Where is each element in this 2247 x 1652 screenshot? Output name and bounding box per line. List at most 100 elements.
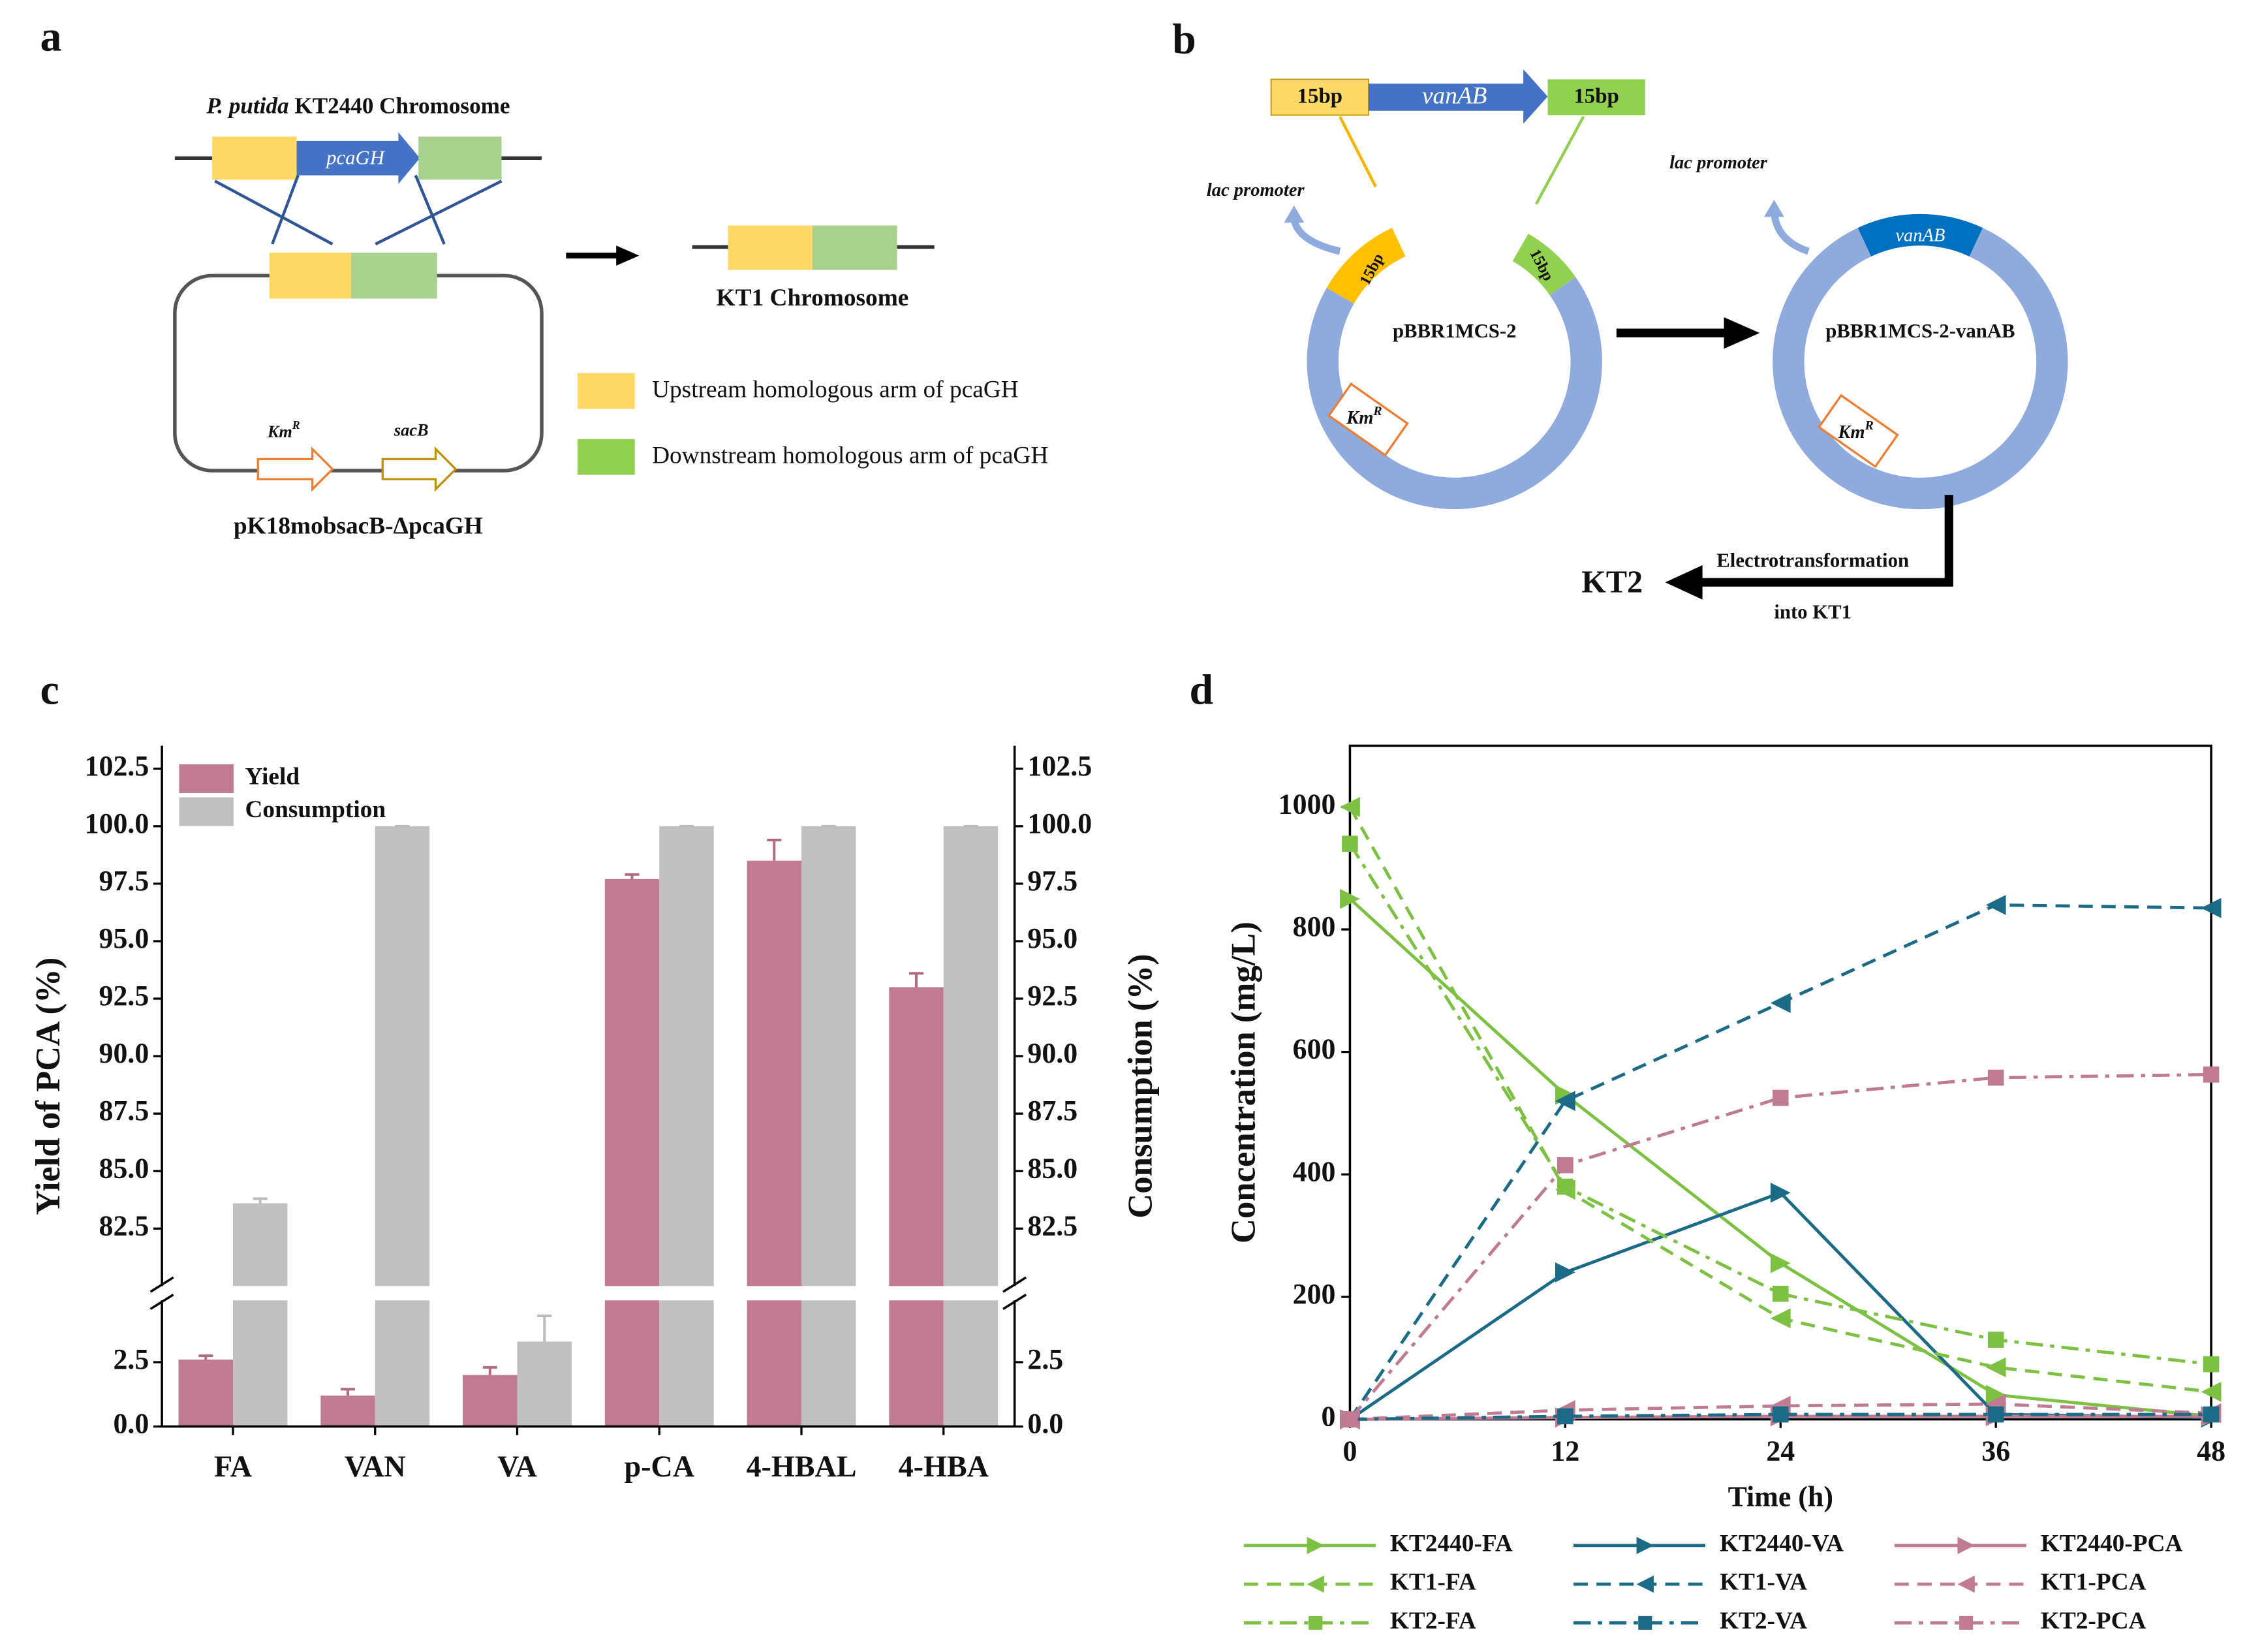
arm-left-ring [1326,228,1406,304]
legend-label: KT2-PCA [2041,1608,2146,1634]
panel-label: b [1172,16,1196,63]
data-point [1342,1411,1358,1427]
break-mark [149,1294,174,1310]
bar [604,879,660,1427]
legend-marker [1638,1615,1652,1630]
legend-marker [1636,1536,1654,1554]
legend-label: KT2440-VA [1720,1530,1844,1557]
x-tick-label: VA [497,1450,537,1483]
legend-label: Downstream homologous arm of pcaGH [652,443,1048,469]
km-box [1327,382,1409,457]
data-point [1985,1384,2006,1405]
data-point [1557,1178,1573,1195]
y-tick-label: 0 [1322,1401,1336,1433]
chromosome-title: P. putida KT2440 Chromosome [206,93,510,118]
data-point [1987,1069,2004,1086]
method-label: Electrotransformation [1716,550,1909,572]
y-tick-label: 87.5 [99,1095,149,1127]
crossover [375,179,503,245]
upstream-arm [269,253,351,299]
y2-tick-label: 0.0 [1027,1409,1063,1440]
gene-label: pcaGH [325,147,386,169]
y-tick-label: 90.0 [99,1038,149,1069]
gene-arrow [296,132,420,184]
y-tick-label: 200 [1293,1279,1336,1310]
downstream-arm [813,225,897,270]
x-tick-label: 4-HBAL [746,1450,856,1483]
km-block [1817,394,1899,469]
bar [320,1395,375,1427]
y-tick-label: 95.0 [99,923,149,954]
arrow-head [616,245,640,266]
panel-label: a [40,12,61,60]
insert-label: 15bp [1297,85,1343,108]
arrow [1698,495,1953,587]
y2-tick-label: 102.5 [1027,751,1092,782]
insert-label: vanAB [1895,226,1945,246]
legend-marker [1309,1615,1323,1630]
series-line [1350,1402,2212,1421]
strain-label: KT2 [1581,565,1643,600]
legend-label: KT2440-FA [1390,1530,1513,1557]
legend-label: Yield [245,764,300,790]
data-point [1557,1157,1573,1174]
km-label: KmR [1837,418,1873,442]
data-point [2203,1356,2220,1373]
downstream-arm [418,136,502,180]
bar [747,860,801,1427]
legend-label: Upstream homologous arm of pcaGH [652,377,1019,403]
upstream-arm [728,225,813,270]
x-tick-label: 24 [1766,1435,1795,1467]
break-mark [1002,1276,1027,1293]
arrow-head [1665,565,1703,600]
bar [517,1341,572,1427]
x-tick-label: p-CA [624,1450,694,1483]
crossover [271,174,300,245]
y2-tick-label: 90.0 [1027,1038,1077,1069]
data-point [1340,888,1360,909]
insert-label: 15bp [1573,85,1619,108]
legend-marker [1307,1575,1324,1593]
promoter-arrow [1290,217,1341,255]
data-point [2203,1067,2220,1083]
x-tick-label: 4-HBA [899,1450,989,1483]
legend-marker [1636,1575,1654,1593]
data-point [1555,1262,1575,1283]
legend-label: KT1-FA [1390,1569,1476,1596]
axis-break-gap [164,1286,1012,1301]
break-mark [149,1276,174,1293]
arrow-head [1724,317,1760,349]
x-tick-label: FA [214,1450,252,1483]
legend-marker [1307,1536,1324,1554]
y-tick-label: 102.5 [85,751,149,782]
km-sup: R [292,418,300,431]
series-line [1348,1072,2212,1421]
bar [232,1203,288,1427]
km-arrow [256,446,334,492]
y-tick-label: 800 [1293,911,1336,943]
y2-tick-label: 87.5 [1027,1095,1077,1127]
promoter-text: lac promoter [1207,179,1305,200]
data-point [1987,1406,2004,1423]
promoter-text: lac promoter [1669,153,1768,173]
crossover [414,174,446,245]
data-point [1770,1183,1791,1203]
data-point [1772,1406,1789,1423]
crossover [214,179,333,245]
km-block [1327,382,1409,457]
y2-tick-label: 82.5 [1027,1210,1077,1241]
y-tick-label: 100.0 [85,808,149,839]
promoter-label: lac promoter [1669,153,1768,173]
diagram-b: 15bp vanAB 15bp lac promoter 15bp 15bp p… [1207,69,2068,623]
y-tick-label: 1000 [1278,788,1336,820]
y-tick-label: 97.5 [99,865,149,897]
data-point [1770,1308,1791,1329]
y-tick-label: 2.5 [113,1344,149,1375]
plasmid-label: pK18mobsacB-ΔpcaGH [234,512,483,539]
legend-swatch [577,373,635,409]
data-point [2201,897,2222,918]
vector-ring [1307,277,1602,510]
y2-tick-label: 97.5 [1027,865,1077,897]
y-tick-label: 600 [1293,1034,1336,1065]
